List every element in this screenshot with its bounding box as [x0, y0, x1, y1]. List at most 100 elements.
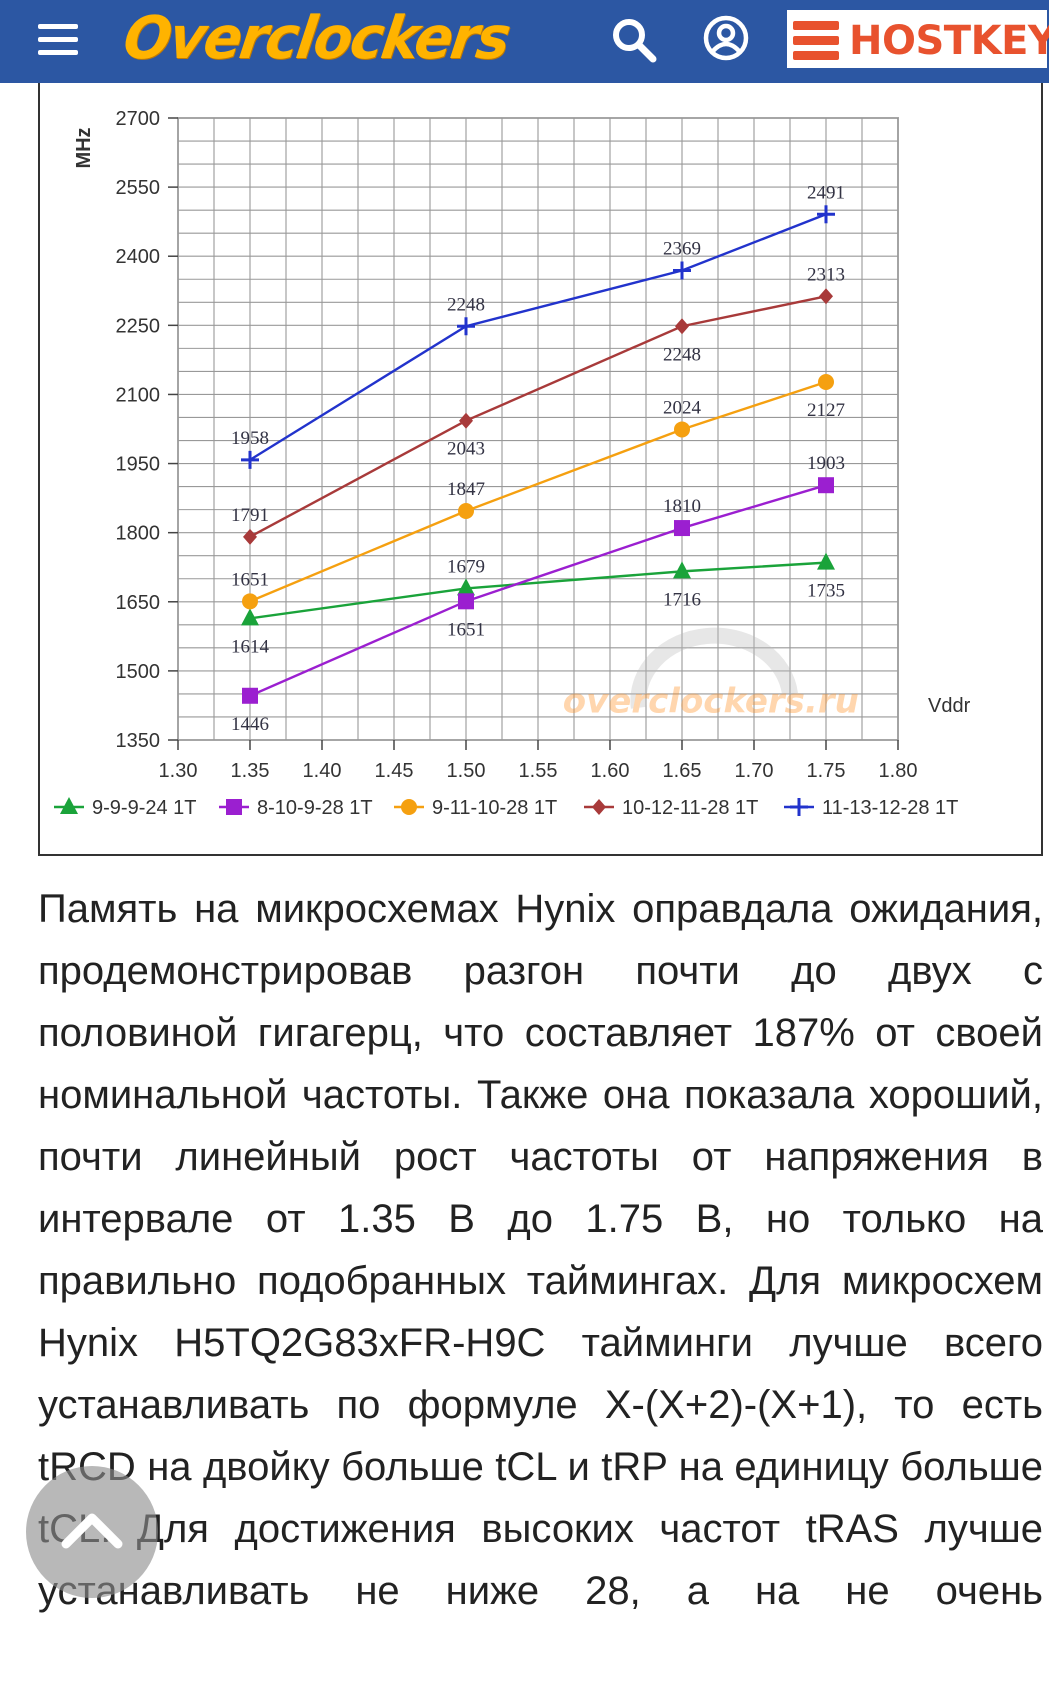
- data-point: [241, 450, 259, 469]
- x-tick-label: 1.65: [663, 760, 702, 782]
- x-tick-label: 1.55: [519, 760, 558, 782]
- data-label: 2127: [807, 400, 845, 421]
- legend-item: 10-12-11-28 1T: [584, 797, 758, 819]
- legend-marker: [226, 799, 242, 815]
- data-point: [457, 578, 475, 596]
- data-label: 1651: [447, 619, 485, 640]
- data-point: [459, 412, 473, 429]
- account-icon[interactable]: [700, 12, 752, 64]
- y-tick-label: 2250: [116, 315, 161, 337]
- data-point: [243, 528, 257, 545]
- data-point: [458, 593, 474, 610]
- data-label: 2491: [807, 182, 845, 203]
- site-logo[interactable]: Overclockers: [119, 4, 513, 73]
- y-tick-label: 1500: [116, 661, 161, 683]
- x-tick-label: 1.35: [231, 760, 270, 782]
- data-label: 1651: [231, 569, 269, 590]
- data-label: 1716: [663, 589, 701, 610]
- x-tick-label: 1.75: [807, 760, 846, 782]
- x-tick-label: 1.70: [735, 760, 774, 782]
- top-navigation-bar: Overclockers HOSTKEY: [0, 0, 1049, 83]
- partner-name: HOSTKEY: [849, 18, 1049, 64]
- data-label: 1791: [231, 505, 269, 526]
- data-label: 2313: [807, 264, 845, 285]
- data-point: [458, 503, 474, 520]
- y-tick-label: 1950: [116, 454, 161, 476]
- data-point: [674, 520, 690, 537]
- data-label: 2248: [447, 294, 485, 315]
- data-label: 2043: [447, 439, 485, 460]
- data-label: 1847: [447, 479, 485, 500]
- data-point: [675, 318, 689, 335]
- x-tick-label: 1.45: [375, 760, 414, 782]
- partner-banner[interactable]: HOSTKEY: [785, 8, 1049, 70]
- legend-item: 9-9-9-24 1T: [54, 797, 197, 819]
- watermark: overclockers.ru: [563, 627, 859, 721]
- data-point: [818, 374, 834, 391]
- search-icon[interactable]: [608, 14, 660, 66]
- data-label: 1735: [807, 581, 845, 602]
- x-tick-label: 1.50: [447, 760, 486, 782]
- data-label: 2024: [663, 397, 702, 418]
- legend-label: 10-12-11-28 1T: [622, 797, 758, 819]
- legend-marker: [592, 799, 606, 815]
- series-3: 1651 1847 2024 2127: [231, 374, 845, 610]
- data-label: 1958: [231, 428, 269, 449]
- data-point: [673, 561, 691, 579]
- series-2: 1446 1651 1810 1903: [231, 453, 845, 735]
- legend-item: 8-10-9-28 1T: [219, 797, 373, 819]
- data-point: [457, 317, 475, 336]
- series-1: 1614 1679 1716 1735: [231, 552, 845, 657]
- y-tick-label: 2700: [116, 108, 161, 130]
- data-point: [674, 421, 690, 438]
- data-point: [242, 687, 258, 704]
- watermark-text: overclockers.ru: [563, 681, 859, 721]
- menu-icon[interactable]: [38, 20, 80, 58]
- y-tick-label: 1350: [116, 730, 161, 752]
- chart-legend: 9-9-9-24 1T 8-10-9-28 1T 9-11-10-28 1T 10-1…: [54, 797, 958, 819]
- data-point: [818, 477, 834, 494]
- frequency-vs-voltage-chart: 2700 2550 2400 2250 2100 1950 1800 1650 1500 1350…: [54, 108, 971, 819]
- watermark-swoosh: [630, 627, 798, 709]
- x-tick-label: 1.40: [303, 760, 342, 782]
- data-point: [817, 552, 835, 570]
- legend-item: 11-13-12-28 1T: [784, 797, 958, 819]
- legend-label: 9-11-10-28 1T: [432, 797, 557, 819]
- y-tick-label: 2400: [116, 246, 161, 268]
- legend-marker: [60, 797, 78, 814]
- legend-label: 11-13-12-28 1T: [822, 797, 958, 819]
- series-4: 1791 2043 2248 2313: [231, 264, 845, 545]
- y-tick-label: 1650: [116, 592, 161, 614]
- data-label: 1614: [231, 636, 270, 657]
- y-axis-label: MHz: [73, 127, 95, 168]
- data-label: 1810: [663, 496, 701, 517]
- legend-marker: [790, 798, 808, 816]
- data-point: [242, 593, 258, 610]
- data-label: 1903: [807, 453, 845, 474]
- article-paragraph: Память на микросхемах Hynix оправдала ож…: [38, 887, 1043, 1613]
- legend-label: 9-9-9-24 1T: [92, 797, 197, 819]
- y-tick-label: 1800: [116, 523, 161, 545]
- data-point: [673, 261, 691, 280]
- data-point: [241, 608, 259, 626]
- series-line: [249, 295, 827, 538]
- series-line: [249, 484, 827, 697]
- series-5: 1958 2248 2369 2491: [231, 182, 845, 469]
- legend-label: 8-10-9-28 1T: [257, 797, 373, 819]
- legend-marker: [401, 799, 417, 815]
- data-label: 2248: [663, 344, 701, 365]
- data-label: 1446: [231, 714, 269, 735]
- chevron-up-icon: [61, 1513, 123, 1549]
- series-line: [249, 213, 827, 461]
- series-line: [249, 561, 827, 620]
- data-label: 2369: [663, 239, 701, 260]
- legend-item: 9-11-10-28 1T: [394, 797, 557, 819]
- x-tick-label: 1.30: [159, 760, 198, 782]
- x-tick-label: 1.60: [591, 760, 630, 782]
- data-point: [819, 288, 833, 305]
- x-axis-label: Vddr: [928, 695, 971, 717]
- y-tick-label: 2550: [116, 177, 161, 199]
- scroll-to-top-button[interactable]: [26, 1466, 158, 1598]
- y-tick-label: 2100: [116, 384, 161, 406]
- x-tick-label: 1.80: [879, 760, 918, 782]
